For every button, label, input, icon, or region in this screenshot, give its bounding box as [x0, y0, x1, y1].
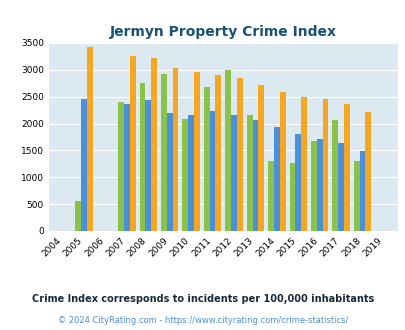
Bar [295, 134, 301, 231]
Bar [289, 163, 295, 231]
Bar [215, 75, 221, 231]
Bar [161, 74, 166, 231]
Bar [279, 92, 285, 231]
Bar [182, 119, 188, 231]
Bar [237, 78, 242, 231]
Bar [87, 47, 92, 231]
Bar [252, 120, 258, 231]
Bar [310, 141, 316, 231]
Bar [230, 115, 237, 231]
Bar [332, 120, 337, 231]
Bar [194, 72, 199, 231]
Bar [322, 99, 328, 231]
Bar [145, 100, 151, 231]
Bar [353, 161, 359, 231]
Bar [124, 104, 130, 231]
Bar [118, 102, 124, 231]
Bar [359, 151, 364, 231]
Bar [343, 104, 349, 231]
Bar [139, 83, 145, 231]
Bar [188, 115, 194, 231]
Bar [225, 70, 230, 231]
Bar [130, 56, 135, 231]
Bar [151, 58, 157, 231]
Bar [166, 113, 172, 231]
Text: © 2024 CityRating.com - https://www.cityrating.com/crime-statistics/: © 2024 CityRating.com - https://www.city… [58, 316, 347, 325]
Bar [203, 87, 209, 231]
Bar [209, 111, 215, 231]
Bar [81, 99, 87, 231]
Text: Crime Index corresponds to incidents per 100,000 inhabitants: Crime Index corresponds to incidents per… [32, 294, 373, 304]
Bar [273, 127, 279, 231]
Bar [337, 144, 343, 231]
Bar [75, 201, 81, 231]
Bar [364, 112, 370, 231]
Bar [172, 68, 178, 231]
Title: Jermyn Property Crime Index: Jermyn Property Crime Index [109, 25, 336, 39]
Bar [301, 97, 306, 231]
Bar [316, 139, 322, 231]
Bar [268, 161, 273, 231]
Bar [258, 85, 264, 231]
Bar [246, 115, 252, 231]
